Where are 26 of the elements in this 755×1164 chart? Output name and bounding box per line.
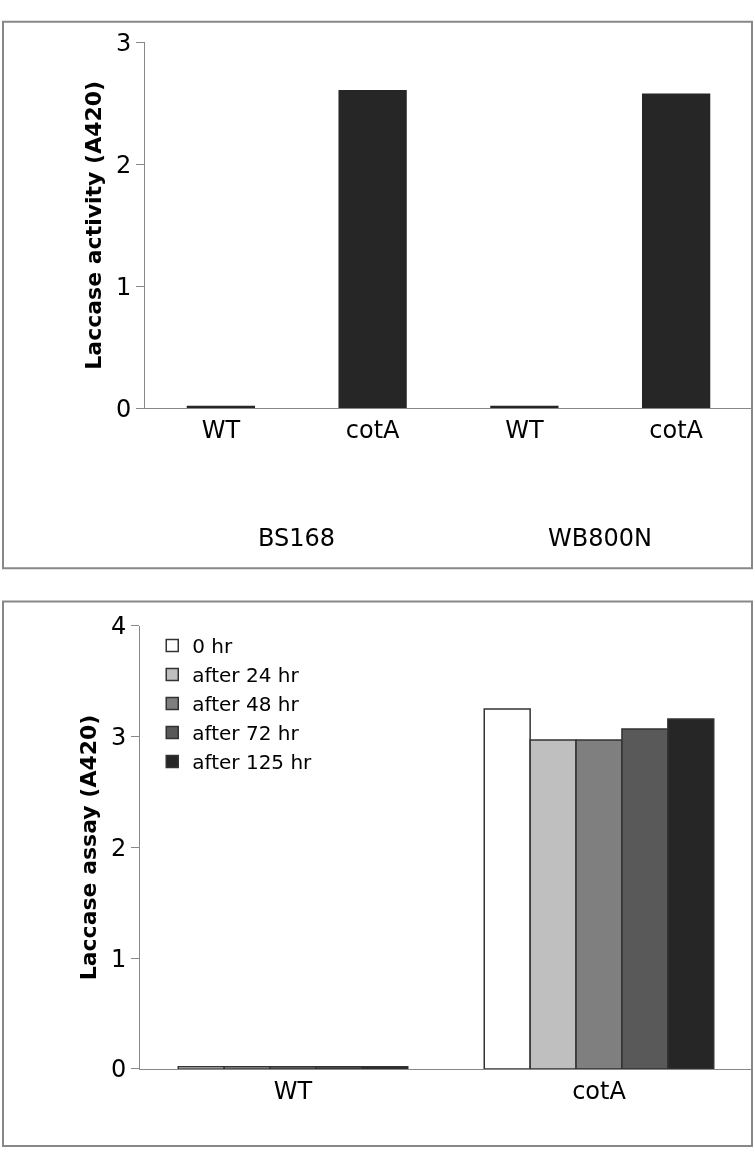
y-tick-label: 4 — [110, 612, 127, 641]
x-tick-label: WT — [201, 416, 241, 445]
y-tick-label: 1 — [115, 272, 132, 301]
y-axis-title: Laccase assay (A420) — [75, 714, 101, 981]
y-tick-label: 3 — [115, 28, 132, 57]
x-tick-label: WT — [273, 1076, 313, 1105]
x-tick-label: cotA — [345, 416, 401, 445]
y-tick-label: 0 — [110, 1055, 127, 1084]
x-tick-label: cotA — [572, 1076, 627, 1105]
y-tick-label: 2 — [115, 150, 132, 179]
legend-label: 0 hr — [192, 634, 233, 659]
y-tick-label: 0 — [115, 394, 132, 423]
y-tick-label: 2 — [110, 833, 127, 862]
bar — [641, 93, 711, 409]
x-tick-label: cotA — [649, 416, 704, 445]
legend-label: after 24 hr — [192, 663, 300, 688]
legend-label: after 72 hr — [192, 721, 300, 746]
y-tick-label: 1 — [110, 944, 127, 973]
y-tick-label: 3 — [110, 723, 127, 752]
text: BS168 — [258, 524, 336, 552]
bar — [338, 89, 407, 409]
legend-label: after 125 hr — [192, 750, 313, 775]
text: WB800N — [548, 524, 652, 552]
legend-label: after 48 hr — [192, 692, 300, 717]
x-tick-label: WT — [505, 416, 544, 445]
y-axis-title: Laccase activity (A420) — [80, 80, 106, 370]
